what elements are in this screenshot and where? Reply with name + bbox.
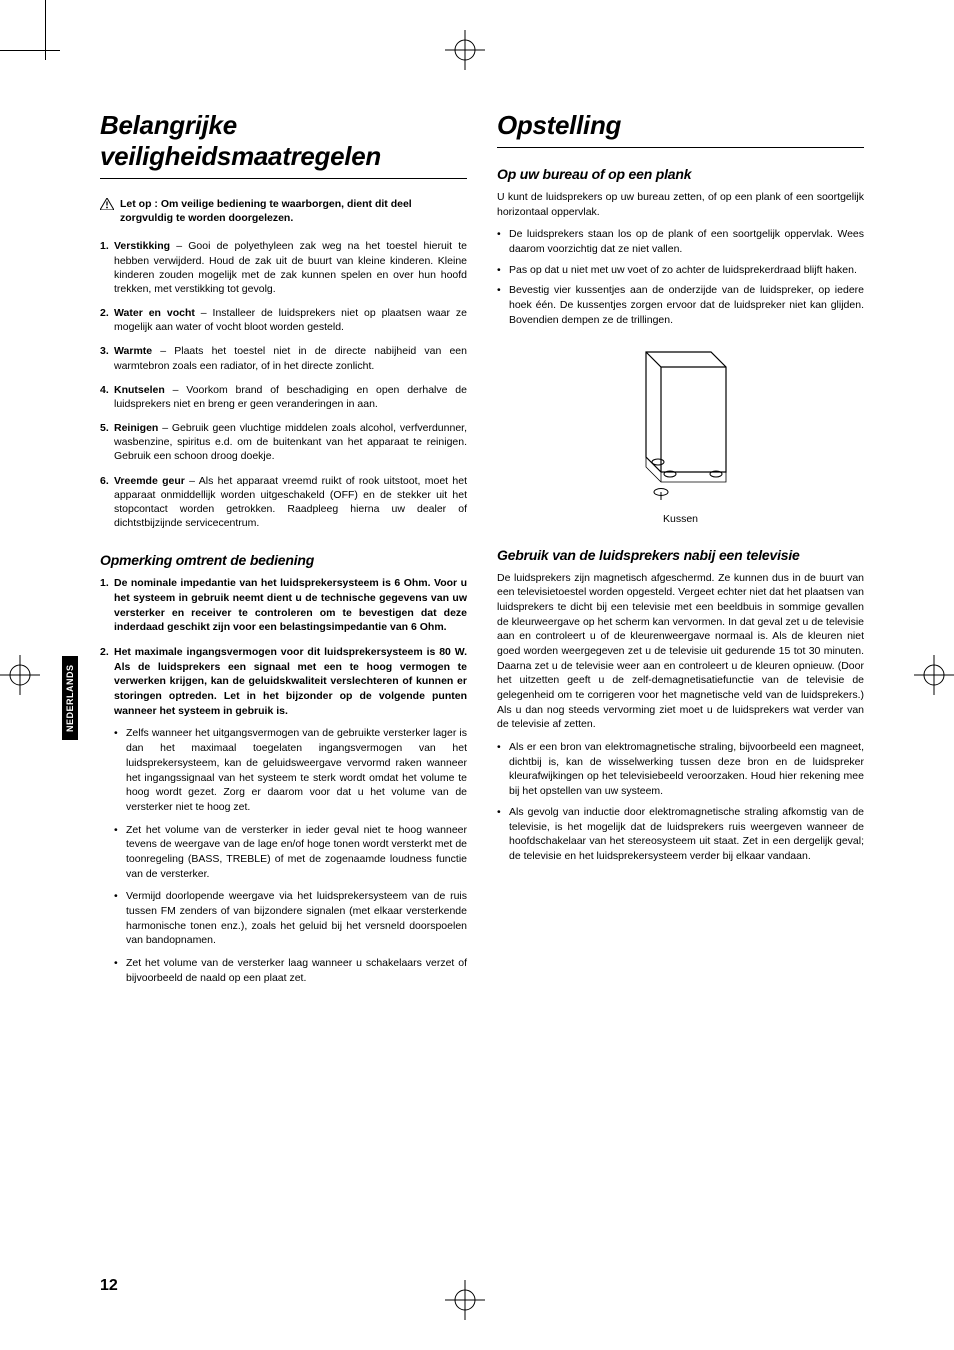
right-column: Opstelling Op uw bureau of op een plank … xyxy=(497,110,864,1260)
right-crosshair-icon xyxy=(914,655,954,695)
remark-sub-bullets: Zelfs wanneer het uitgangsvermogen van d… xyxy=(114,726,467,985)
heading-rule xyxy=(100,178,467,179)
left-column: Belangrijke veiligheidsmaatregelen Let o… xyxy=(100,110,467,1260)
bullet: De luidsprekers staan los op de plank of… xyxy=(497,227,864,256)
safety-item: Warmte – Plaats het toestel niet in de d… xyxy=(100,344,467,372)
safety-item: Vreemde geur – Als het apparaat vreemd r… xyxy=(100,474,467,531)
warning-text: Om veilige bediening te waarborgen, dien… xyxy=(120,198,412,224)
bullet: Als er een bron van elektromagnetische s… xyxy=(497,740,864,799)
heading-rule xyxy=(497,147,864,148)
safety-item: Verstikking – Gooi de polyethyleen zak w… xyxy=(100,239,467,296)
remarks-list: De nominale impedantie van het luidsprek… xyxy=(100,576,467,985)
bottom-crosshair-icon xyxy=(445,1280,485,1320)
sec2-title: Gebruik van de luidsprekers nabij een te… xyxy=(497,547,864,563)
sec2-intro: De luidsprekers zijn magnetisch afgesche… xyxy=(497,571,864,733)
warning-note: Let op : Om veilige bediening te waarbor… xyxy=(100,197,467,225)
safety-item: Water en vocht – Installeer de luidsprek… xyxy=(100,306,467,334)
sec1-title: Op uw bureau of op een plank xyxy=(497,166,864,182)
safety-item: Knutselen – Voorkom brand of beschadigin… xyxy=(100,383,467,411)
bullet: Pas op dat u niet met uw voet of zo acht… xyxy=(497,263,864,278)
warning-label: Let op : xyxy=(120,198,158,210)
left-heading: Belangrijke veiligheidsmaatregelen xyxy=(100,110,467,172)
language-tab: NEDERLANDS xyxy=(62,656,78,740)
page-number: 12 xyxy=(100,1277,118,1295)
speaker-diagram-icon xyxy=(616,342,746,502)
sec1-intro: U kunt de luidsprekers op uw bureau zett… xyxy=(497,190,864,219)
remark-item: Het maximale ingangsvermogen voor dit lu… xyxy=(100,645,467,985)
bullet: Bevestig vier kussentjes aan de onderzij… xyxy=(497,283,864,327)
warning-icon xyxy=(100,198,114,214)
left-crosshair-icon xyxy=(0,655,40,695)
sub-bullet: Zet het volume van de versterker in iede… xyxy=(114,823,467,882)
top-crosshair-icon xyxy=(445,30,485,70)
sec2-bullets: Als er een bron van elektromagnetische s… xyxy=(497,740,864,864)
sub-bullet: Vermijd doorlopende weergave via het lui… xyxy=(114,889,467,948)
sec1-bullets: De luidsprekers staan los op de plank of… xyxy=(497,227,864,327)
safety-list: Verstikking – Gooi de polyethyleen zak w… xyxy=(100,239,467,530)
safety-item: Reinigen – Gebruik geen vluchtige middel… xyxy=(100,421,467,464)
page-content: Belangrijke veiligheidsmaatregelen Let o… xyxy=(100,110,864,1260)
speaker-figure: Kussen xyxy=(497,342,864,525)
bullet: Als gevolg van inductie door elektromagn… xyxy=(497,805,864,864)
right-heading: Opstelling xyxy=(497,110,864,141)
figure-caption: Kussen xyxy=(497,513,864,525)
sub-bullet: Zet het volume van de versterker laag wa… xyxy=(114,956,467,985)
sub-bullet: Zelfs wanneer het uitgangsvermogen van d… xyxy=(114,726,467,814)
left-subheading: Opmerking omtrent de bediening xyxy=(100,552,467,568)
remark-item: De nominale impedantie van het luidsprek… xyxy=(100,576,467,635)
